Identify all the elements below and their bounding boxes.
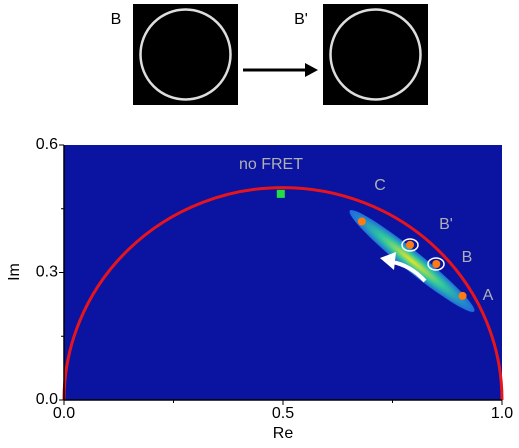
point (406, 241, 414, 249)
arrow-head (305, 63, 318, 77)
annotation: B' (439, 216, 453, 233)
image-label: B (111, 11, 122, 28)
page: {"chart_data": {"type": "scatter", "x_la… (0, 0, 519, 448)
annotation: C (374, 177, 386, 194)
y-tick-label: 0.6 (36, 136, 58, 153)
point (277, 190, 285, 198)
x-axis-label: Re (273, 425, 294, 442)
x-tick-label: 0.5 (272, 405, 294, 422)
image-b-prime (323, 4, 428, 105)
annotation: A (483, 287, 494, 304)
point (432, 260, 440, 268)
figure: B B' no FRETCB'BA0.00.51.00.00.30.6 Re I… (0, 0, 519, 443)
point (459, 292, 467, 300)
image-label: B' (294, 11, 308, 28)
point (358, 218, 366, 226)
annotation: no FRET (239, 156, 303, 173)
x-tick-label: 1.0 (491, 405, 513, 422)
image-b (133, 4, 238, 105)
annotation: B (462, 249, 473, 266)
y-axis-label: Im (6, 263, 23, 281)
y-tick-label: 0.3 (36, 264, 58, 281)
y-tick-label: 0.0 (36, 391, 58, 408)
